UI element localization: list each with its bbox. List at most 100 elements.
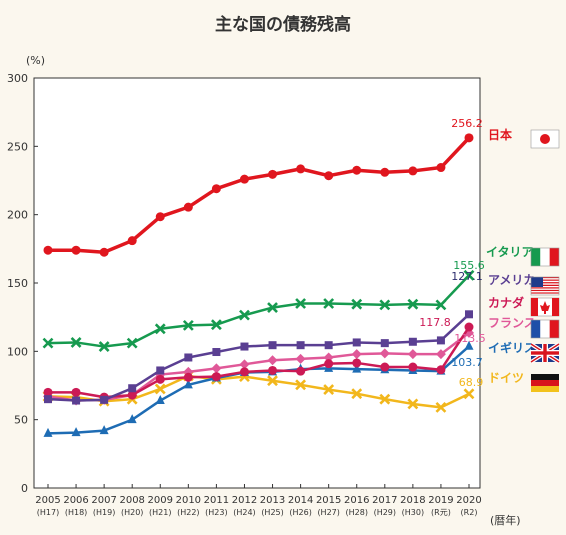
x-tick-label: 2007 <box>91 495 116 506</box>
canada-flag-icon <box>530 297 560 317</box>
data-point <box>211 372 221 382</box>
usa-flag-icon <box>530 276 560 296</box>
data-point <box>70 337 82 348</box>
legend-label: アメリカ <box>488 273 535 287</box>
data-point <box>126 337 138 349</box>
data-point <box>239 309 250 321</box>
data-point <box>351 388 363 400</box>
data-point <box>44 395 52 404</box>
data-point <box>212 348 221 357</box>
data-point <box>435 299 447 311</box>
x-tick-sublabel: (H23) <box>205 508 227 517</box>
x-tick-sublabel: (H17) <box>37 508 59 517</box>
x-tick-sublabel: (H22) <box>177 508 199 517</box>
data-label-end: 256.2 <box>451 117 483 130</box>
y-axis-label: (%) <box>26 54 45 67</box>
data-point <box>324 341 333 350</box>
data-point <box>351 298 363 310</box>
data-point <box>380 339 389 348</box>
data-point <box>352 358 362 368</box>
data-point <box>127 390 137 400</box>
legend-label: カナダ <box>488 295 524 310</box>
x-tick-sublabel: (H18) <box>65 508 87 517</box>
data-point <box>324 171 334 181</box>
x-tick-label: 2017 <box>372 495 397 506</box>
data-point <box>183 202 193 212</box>
data-point <box>155 212 165 222</box>
data-point <box>407 398 419 410</box>
x-tick-label: 2014 <box>288 495 313 506</box>
x-tick-sublabel: (R2) <box>461 508 478 517</box>
y-tick-label: 300 <box>7 72 28 85</box>
chart-title: 主な国の債務残高 <box>215 14 351 35</box>
data-point <box>408 337 417 346</box>
data-point <box>352 338 361 347</box>
y-tick-label: 0 <box>21 482 28 495</box>
x-tick-sublabel: (R元) <box>431 508 451 517</box>
x-tick-sublabel: (H28) <box>346 508 368 517</box>
series-1 <box>42 269 475 352</box>
y-tick-label: 150 <box>7 277 28 290</box>
x-tick-sublabel: (H19) <box>93 508 115 517</box>
x-tick-label: 2009 <box>148 495 173 506</box>
data-point <box>154 323 166 335</box>
data-point <box>71 427 81 437</box>
x-tick-label: 2015 <box>316 495 341 506</box>
data-point <box>100 395 109 404</box>
data-label-end: 103.7 <box>451 356 483 369</box>
plot-area <box>33 77 481 489</box>
data-point <box>43 427 53 437</box>
x-tick-label: 2011 <box>204 495 229 506</box>
data-point <box>71 387 81 397</box>
data-point <box>183 372 193 382</box>
y-tick-label: 200 <box>7 209 28 222</box>
data-point <box>464 340 474 350</box>
axes: 0 50 100 150 200 250 300 2005 (H17) 2006 (H18) 2007… <box>7 72 482 517</box>
x-tick-sublabel: (H21) <box>149 508 171 517</box>
data-point <box>155 395 165 405</box>
data-point <box>463 388 475 400</box>
data-point <box>43 245 53 255</box>
data-point <box>436 163 446 173</box>
data-point <box>379 299 391 311</box>
x-axis-label: (暦年) <box>490 513 521 527</box>
x-tick-label: 2016 <box>344 495 369 506</box>
data-point <box>323 384 335 396</box>
uk-flag-icon <box>529 342 561 364</box>
data-point <box>71 245 81 255</box>
data-point <box>296 341 305 350</box>
x-tick-label: 2005 <box>35 495 60 506</box>
italy-flag-icon <box>530 247 560 267</box>
x-tick-sublabel: (H29) <box>374 508 396 517</box>
legend-label: フランス <box>488 316 536 330</box>
x-tick-label: 2006 <box>63 495 88 506</box>
data-point <box>72 396 81 405</box>
series-line <box>47 313 470 402</box>
data-point <box>239 174 249 184</box>
data-point <box>407 298 419 310</box>
data-point <box>351 349 362 360</box>
series-line <box>47 274 470 348</box>
x-tick-label: 2018 <box>400 495 425 506</box>
data-label-end: 68.9 <box>459 376 484 389</box>
x-tick-label: 2008 <box>119 495 144 506</box>
series-line <box>47 374 470 409</box>
x-tick-sublabel: (H25) <box>261 508 283 517</box>
data-point <box>380 362 390 372</box>
series-0 <box>43 133 474 257</box>
data-point <box>211 184 221 194</box>
data-point <box>211 363 222 374</box>
germany-flag-icon <box>531 374 559 392</box>
data-point <box>465 310 473 319</box>
france-flag-icon <box>530 319 560 339</box>
data-point <box>436 365 446 375</box>
data-point <box>352 363 362 373</box>
legend-label: イギリス <box>488 340 536 355</box>
series-2 <box>44 310 473 405</box>
data-point <box>268 341 277 350</box>
data-point <box>268 169 278 179</box>
data-point <box>155 374 165 384</box>
data-point <box>464 322 474 332</box>
data-point <box>380 167 390 177</box>
y-tick-label: 250 <box>7 140 28 153</box>
